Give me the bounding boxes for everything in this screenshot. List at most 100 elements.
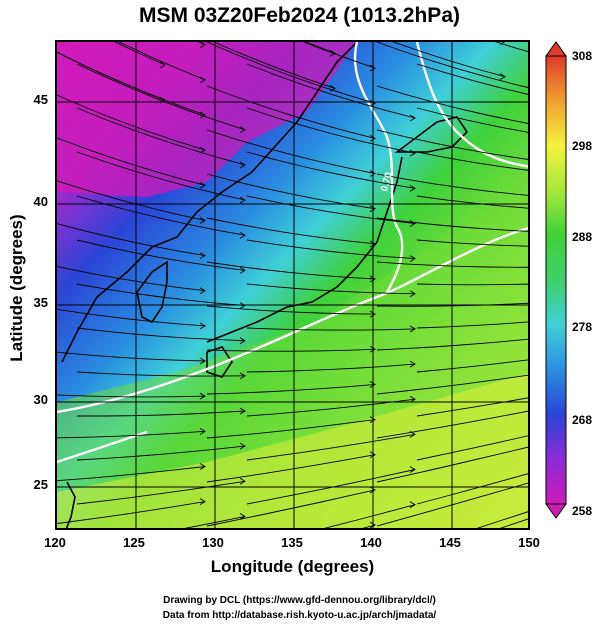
streamline-arrowhead	[409, 501, 416, 509]
streamline	[206, 348, 376, 352]
streamline-arrowhead	[369, 451, 376, 459]
streamline	[376, 302, 528, 307]
streamline-arrowhead	[199, 498, 206, 506]
streamline	[416, 435, 528, 461]
streamline-arrowhead	[499, 73, 506, 81]
streamline	[494, 42, 528, 52]
contour-line-2	[353, 42, 404, 293]
streamline	[246, 239, 416, 260]
streamline	[416, 151, 528, 171]
wind-streamlines	[57, 42, 528, 528]
streamline-arrowhead	[199, 322, 206, 330]
streamline-arrowhead	[199, 111, 206, 119]
streamline	[376, 173, 528, 196]
streamline-arrowhead	[239, 477, 246, 485]
credit-line-2: Data from http://database.rish.kyoto-u.a…	[162, 610, 437, 621]
streamline	[392, 42, 506, 78]
streamline	[57, 265, 206, 292]
streamline	[57, 394, 206, 398]
streamline-arrowhead	[239, 337, 246, 345]
streamline	[376, 129, 528, 160]
streamline-arrowhead	[369, 381, 376, 388]
colorbar-min-arrow	[545, 503, 567, 519]
streamline	[206, 42, 376, 104]
streamline-arrowhead	[409, 431, 416, 438]
streamline-arrowhead	[329, 85, 336, 92]
streamline	[206, 217, 376, 245]
colorbar-max-arrow	[545, 41, 567, 57]
streamline	[303, 42, 376, 69]
streamline-arrowhead	[409, 149, 416, 157]
warmest-air-region	[57, 373, 528, 528]
streamline	[206, 454, 376, 483]
streamline	[376, 446, 528, 483]
streamline-arrowhead	[369, 416, 376, 423]
y-tick-40: 40	[33, 194, 48, 209]
streamline	[376, 374, 528, 395]
streamline	[376, 482, 528, 527]
streamline-arrowhead	[239, 231, 246, 239]
streamline-arrowhead	[409, 290, 416, 298]
streamline	[206, 383, 376, 395]
streamline-arrowhead	[409, 466, 416, 473]
streamline-arrowhead	[369, 486, 376, 494]
japan-hokkaido	[394, 116, 469, 153]
streamline-arrowhead	[329, 49, 336, 57]
streamline-arrowhead	[369, 64, 376, 72]
streamline	[246, 283, 416, 295]
streamline	[206, 85, 376, 139]
x-tick-120: 120	[44, 535, 66, 550]
streamline	[57, 351, 206, 362]
streamline	[118, 42, 206, 81]
contour-line-1	[57, 226, 528, 414]
streamline	[416, 473, 528, 505]
streamline	[57, 430, 206, 439]
korea-peninsula	[136, 260, 168, 324]
y-tick-35: 35	[33, 295, 48, 310]
streamline	[76, 107, 246, 166]
streamline	[206, 173, 376, 210]
streamline	[246, 107, 416, 154]
contour-line-3	[415, 42, 528, 168]
streamline	[76, 371, 246, 377]
streamline-arrowhead	[369, 99, 376, 107]
streamline	[246, 363, 416, 373]
streamline	[246, 195, 416, 224]
streamline	[416, 63, 528, 95]
streamline-arrowhead	[239, 442, 246, 450]
x-tick-145: 145	[439, 535, 461, 550]
x-axis-label: Longitude (degrees)	[210, 557, 375, 576]
cold-air-region	[57, 42, 357, 197]
streamline	[246, 151, 416, 189]
streamline	[376, 338, 528, 351]
japan-honshu	[206, 156, 403, 343]
streamline	[246, 433, 416, 461]
colorbar-tick-308: 308	[572, 49, 593, 63]
streamline-arrowhead	[409, 395, 416, 403]
streamline-arrowhead	[239, 407, 246, 415]
streamline-arrowhead	[369, 275, 376, 283]
coastlines	[61, 42, 469, 528]
streamline-arrowhead	[239, 196, 246, 204]
streamline	[184, 515, 246, 528]
streamline-arrowhead	[369, 170, 376, 177]
streamline-arrowhead	[409, 255, 416, 263]
streamline	[376, 85, 528, 124]
streamline-arrowhead	[199, 357, 206, 365]
streamline-arrowhead	[199, 287, 206, 295]
streamline	[77, 410, 246, 417]
streamline	[76, 195, 246, 236]
streamline	[57, 51, 206, 116]
y-tick-25: 25	[33, 477, 48, 492]
x-tick-150: 150	[518, 535, 540, 550]
y-axis-label: Latitude (degrees)	[7, 214, 26, 362]
streamline	[57, 223, 206, 257]
streamline	[416, 321, 528, 329]
x-tick-135: 135	[281, 535, 303, 550]
streamline	[324, 504, 416, 528]
streamline	[76, 151, 246, 201]
streamline-arrowhead	[199, 252, 206, 259]
streamline	[416, 195, 528, 209]
streamline	[376, 410, 528, 439]
y-tick-30: 30	[33, 392, 48, 407]
